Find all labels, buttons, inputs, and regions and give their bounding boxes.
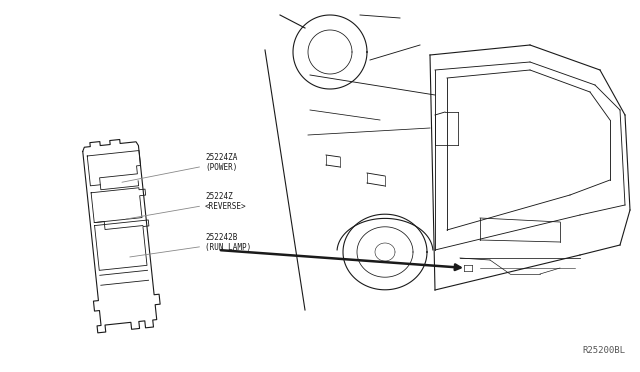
- Text: 25224ZA
(POWER): 25224ZA (POWER): [122, 153, 237, 182]
- Text: 252242B
(RUN LAMP): 252242B (RUN LAMP): [130, 233, 252, 257]
- Text: 25224Z
<REVERSE>: 25224Z <REVERSE>: [126, 192, 246, 219]
- Text: R25200BL: R25200BL: [582, 346, 625, 355]
